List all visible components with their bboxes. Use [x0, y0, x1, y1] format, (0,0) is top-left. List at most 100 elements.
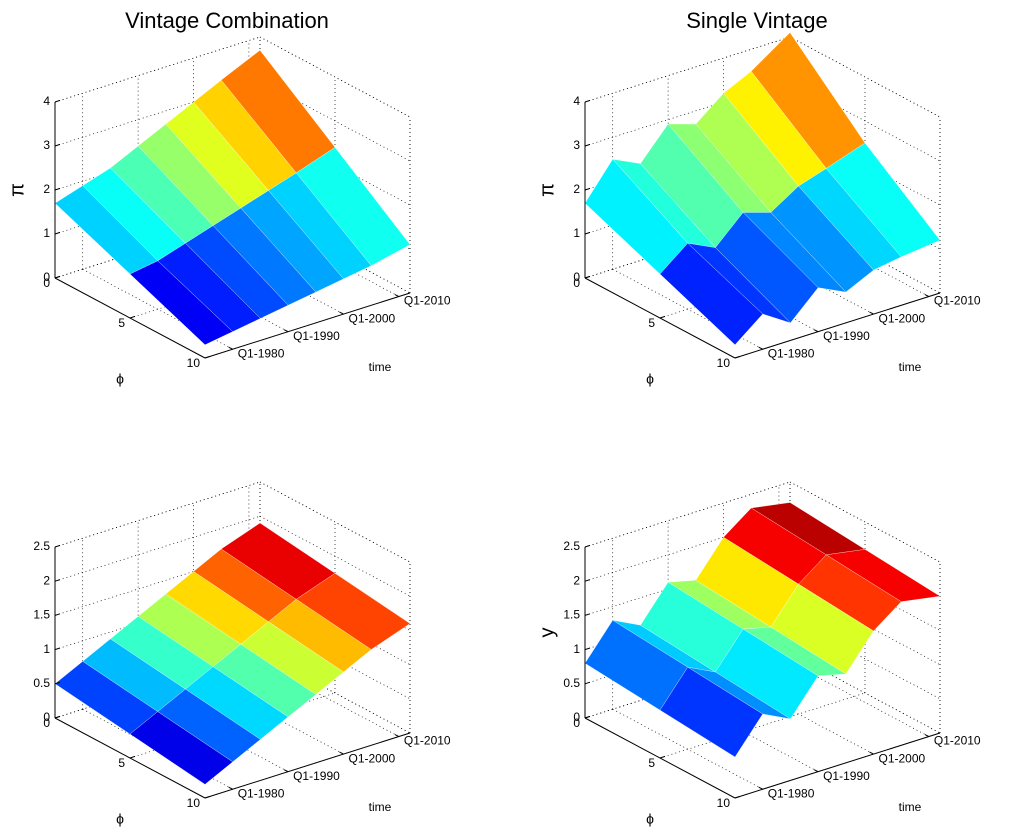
z-tick	[54, 579, 61, 582]
z-axis-label: π	[536, 183, 558, 197]
panel: 0 1 2 3 4 0 5 10 Q1-1980 Q1-1990 Q1-2000 Q1-2010 tim…	[6, 8, 451, 387]
z-tick	[54, 187, 61, 191]
phi-tick	[129, 755, 136, 759]
z-tick-label: 2	[43, 182, 50, 196]
surface-patch	[129, 260, 234, 346]
time-tick-label: Q1-2000	[349, 311, 396, 325]
z-tick-label: 1.5	[33, 608, 50, 622]
phi-tick	[659, 755, 666, 759]
z-tick	[54, 99, 61, 103]
time-tick-label: Q1-2000	[879, 311, 926, 325]
phi-tick-label: 5	[118, 756, 125, 770]
z-tick-label: 2	[573, 182, 580, 196]
phi-tick	[659, 315, 666, 319]
z-tick-label: 3	[573, 138, 580, 152]
z-tick	[54, 681, 61, 685]
phi-tick	[584, 275, 591, 279]
z-tick	[584, 143, 591, 147]
x-axis-label: time	[899, 360, 922, 374]
time-tick	[813, 329, 819, 333]
z-tick	[584, 681, 591, 685]
time-tick-label: Q1-2010	[934, 734, 981, 748]
z-tick	[584, 99, 591, 103]
phi-tick-label: 5	[648, 316, 655, 330]
z-tick	[54, 647, 61, 651]
time-tick	[924, 734, 930, 737]
time-tick-label: Q1-1980	[238, 346, 285, 360]
time-tick	[869, 311, 874, 315]
chart-title: Vintage Combination	[125, 8, 329, 33]
y-axis-label: ϕ	[116, 371, 124, 387]
time-tick	[228, 786, 233, 790]
z-tick-label: 0	[573, 710, 580, 724]
surface-patch	[659, 242, 763, 346]
z-tick	[54, 231, 61, 235]
phi-tick-label: 10	[187, 356, 201, 370]
z-tick	[54, 143, 61, 147]
time-tick	[228, 346, 233, 350]
z-tick-label: 0	[573, 270, 580, 284]
x-axis-label: time	[369, 800, 392, 814]
surface-patch	[129, 711, 234, 785]
time-axis	[734, 732, 941, 799]
z-tick	[584, 544, 591, 548]
z-tick-label: 1	[43, 642, 50, 656]
phi-tick	[734, 795, 741, 799]
x-axis-label: time	[899, 800, 922, 814]
time-tick-label: Q1-2010	[404, 294, 451, 308]
panel: 0 0.5 1 1.5 2 2.5 0 5 10 Q1-1980 Q1-1990 Q1-2000 Q1-…	[33, 481, 451, 827]
z-tick-label: 4	[573, 94, 580, 108]
z-tick	[584, 579, 591, 582]
x-axis-label: time	[369, 360, 392, 374]
phi-tick-label: 5	[118, 316, 125, 330]
time-tick-label: Q1-2000	[879, 751, 926, 765]
time-tick	[758, 786, 763, 790]
z-tick	[584, 613, 591, 616]
time-tick	[869, 751, 874, 755]
z-tick-label: 4	[43, 94, 50, 108]
phi-tick	[129, 315, 136, 319]
panel: 0 1 2 3 4 0 5 10 Q1-1980 Q1-1990 Q1-2000 Q1-2010 tim…	[536, 8, 981, 387]
time-tick-label: Q1-1980	[768, 786, 815, 800]
time-tick-label: Q1-2010	[934, 294, 981, 308]
z-tick	[584, 231, 591, 235]
z-tick-label: 1.5	[563, 608, 580, 622]
grid-line	[612, 708, 763, 790]
grid-line	[54, 481, 261, 548]
phi-tick-label: 5	[648, 756, 655, 770]
time-tick	[339, 311, 344, 315]
phi-tick	[54, 715, 61, 719]
grid-line	[82, 268, 233, 350]
time-tick-label: Q1-1980	[768, 346, 815, 360]
phi-tick-label: 0	[43, 276, 50, 290]
grid-line	[612, 268, 763, 350]
time-axis	[204, 292, 411, 359]
time-tick-label: Q1-1990	[293, 769, 340, 783]
z-tick-label: 1	[573, 226, 580, 240]
panel: 0 0.5 1 1.5 2 2.5 0 5 10 Q1-1980 Q1-1990 Q1-2000 Q1-…	[536, 481, 981, 827]
z-tick-label: 0.5	[33, 676, 50, 690]
grid-line	[259, 36, 411, 118]
z-tick-label: 2	[43, 573, 50, 587]
time-tick-label: Q1-2010	[404, 734, 451, 748]
time-tick-label: Q1-1990	[293, 329, 340, 343]
time-tick-label: Q1-1980	[238, 786, 285, 800]
phi-tick	[734, 355, 741, 359]
phi-tick	[54, 275, 61, 279]
y-axis-label: ϕ	[646, 811, 654, 827]
z-tick-label: 0	[43, 710, 50, 724]
surface-patch	[659, 666, 763, 758]
phi-tick	[204, 355, 211, 359]
z-tick	[584, 187, 591, 191]
phi-tick-label: 0	[573, 716, 580, 730]
phi-tick-label: 10	[717, 796, 731, 810]
z-tick-label: 2.5	[33, 539, 50, 553]
z-tick-label: 1	[43, 226, 50, 240]
y-axis-label: ϕ	[646, 371, 654, 387]
grid-line	[789, 481, 941, 563]
z-tick-label: 2.5	[563, 539, 580, 553]
time-tick	[394, 734, 400, 737]
chart-title: Single Vintage	[686, 8, 828, 33]
time-tick	[758, 346, 763, 350]
